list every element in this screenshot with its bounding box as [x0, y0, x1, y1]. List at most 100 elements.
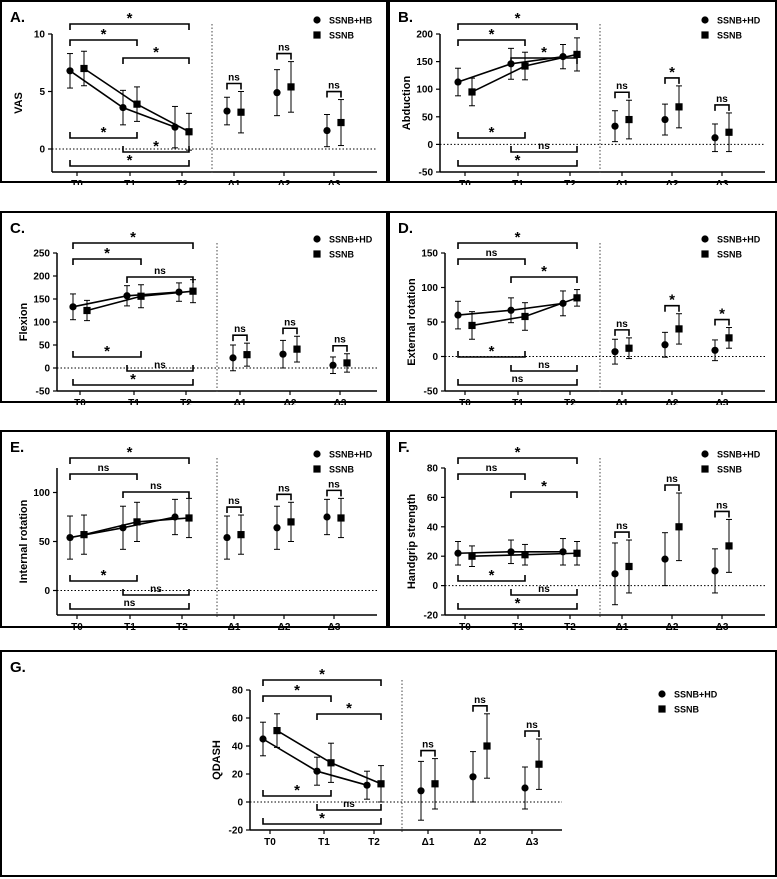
significance-label: ns — [234, 324, 246, 335]
data-point — [725, 128, 733, 136]
y-tick-label: 100 — [421, 283, 438, 294]
significance-label: ns — [538, 360, 550, 371]
data-point — [454, 311, 462, 319]
legend-marker — [313, 31, 321, 39]
legend-marker — [701, 450, 709, 458]
panel-abduction: B. 200 150 100 50 0 -50 Abduction T0 T1 T2 Δ1 Δ2 Δ3 SS… — [388, 0, 777, 185]
data-point — [483, 742, 491, 750]
comparison-bracket — [72, 379, 194, 386]
comparison-bracket — [510, 589, 578, 596]
x-tick-label: T1 — [124, 179, 136, 185]
data-point — [133, 100, 141, 108]
x-tick-label: T1 — [512, 179, 524, 185]
x-tick-label: T0 — [74, 398, 86, 405]
significance-label: * — [153, 44, 159, 61]
significance-label: * — [127, 444, 133, 461]
legend-label: SSNB — [717, 465, 743, 475]
data-point — [237, 108, 245, 116]
data-point — [133, 518, 141, 526]
data-point — [725, 334, 733, 342]
x-tick-label: T1 — [128, 398, 140, 405]
y-tick-label: 80 — [427, 464, 439, 475]
comparison-bracket — [69, 39, 138, 46]
y-tick-label: 20 — [232, 770, 244, 781]
data-point — [573, 549, 581, 557]
significance-label: ns — [343, 799, 355, 810]
data-point — [80, 64, 88, 73]
significance-label: * — [515, 229, 521, 246]
significance-label: * — [130, 371, 136, 388]
x-tick-label: T2 — [564, 622, 576, 630]
data-point — [337, 514, 345, 522]
data-point — [279, 350, 287, 358]
data-point — [329, 361, 337, 369]
y-tick-label: 0 — [427, 140, 433, 151]
significance-label: ns — [526, 720, 538, 731]
x-tick-label: Δ2 — [666, 179, 679, 185]
significance-label: ns — [278, 483, 290, 494]
x-tick-label: Δ1 — [234, 398, 247, 405]
x-tick-label: T1 — [512, 622, 524, 630]
data-point — [66, 67, 74, 75]
data-point — [287, 518, 295, 526]
comparison-bracket — [262, 695, 332, 702]
data-point — [259, 735, 267, 743]
comparison-bracket — [510, 57, 578, 64]
y-tick-label: 100 — [33, 318, 50, 329]
comparison-bracket — [122, 146, 190, 153]
data-point — [273, 89, 281, 97]
comparison-bracket — [126, 365, 194, 372]
y-tick-label: 150 — [416, 57, 433, 68]
panel-label: C. — [10, 220, 25, 237]
significance-label: ns — [716, 94, 728, 105]
legend-label: SSNB+HD — [717, 16, 761, 26]
legend-label: SSNB+HB — [329, 16, 373, 26]
legend-marker — [701, 16, 709, 24]
comparison-bracket — [126, 276, 194, 283]
data-point — [521, 312, 529, 321]
y-tick-label: -50 — [419, 168, 434, 179]
significance-label: ns — [538, 584, 550, 595]
y-tick-label: -20 — [424, 611, 439, 622]
y-tick-label: 60 — [232, 714, 244, 725]
legend-label: SSNB — [329, 31, 355, 41]
comparison-bracket — [714, 104, 730, 111]
comparison-bracket — [457, 457, 578, 464]
y-tick-label: 0 — [432, 352, 438, 363]
comparison-bracket — [69, 473, 138, 480]
data-point — [468, 321, 476, 330]
data-point — [507, 306, 515, 314]
x-tick-label: T0 — [71, 179, 83, 185]
data-point — [83, 306, 91, 315]
comparison-bracket — [510, 491, 578, 498]
data-point — [137, 292, 145, 300]
legend-marker — [701, 250, 709, 258]
x-tick-label: Δ1 — [616, 179, 629, 185]
significance-label: ns — [328, 479, 340, 490]
data-point — [661, 115, 669, 124]
data-point — [454, 549, 462, 557]
comparison-bracket — [262, 679, 382, 686]
significance-label: * — [489, 26, 495, 43]
y-tick-label: 50 — [427, 318, 439, 329]
y-tick-label: -50 — [36, 387, 51, 398]
comparison-bracket — [457, 473, 526, 480]
x-tick-label: Δ2 — [666, 622, 679, 630]
significance-label: * — [489, 124, 495, 141]
y-tick-label: 50 — [422, 112, 434, 123]
comparison-bracket — [664, 304, 680, 312]
data-point — [66, 533, 74, 542]
significance-label: * — [127, 10, 133, 27]
data-point — [725, 542, 733, 550]
comparison-bracket — [316, 804, 382, 811]
panel-handgrip-strength: F. 80 60 40 20 0 -20 Handgrip strength T0 T1 T2 Δ1 Δ… — [388, 430, 777, 630]
comparison-bracket — [457, 351, 526, 358]
significance-label: * — [515, 444, 521, 461]
data-point — [469, 773, 477, 781]
significance-label: ns — [666, 474, 678, 485]
comparison-bracket — [326, 489, 342, 497]
data-point — [323, 127, 331, 135]
data-point — [468, 552, 476, 560]
data-point — [675, 325, 683, 333]
panel-label: E. — [10, 439, 24, 456]
